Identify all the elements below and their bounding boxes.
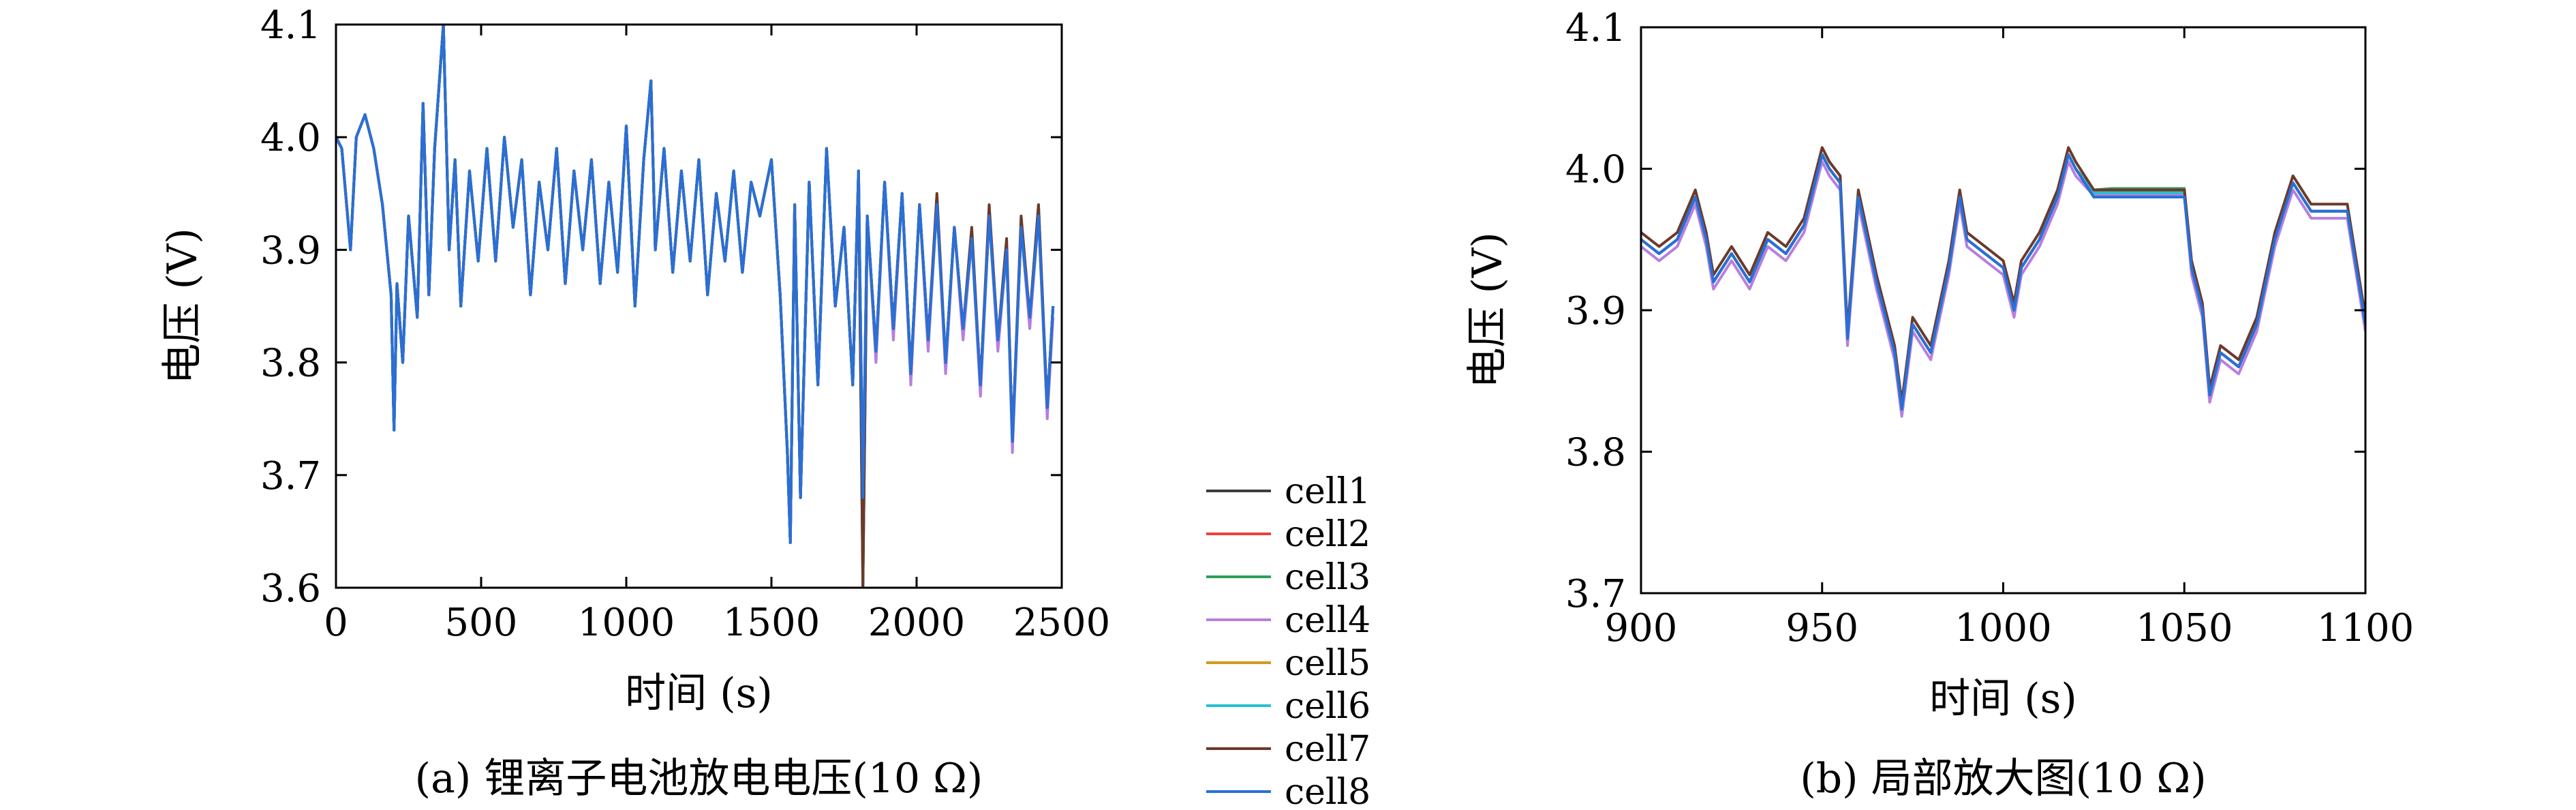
- y-tick-label: 4.0: [260, 116, 321, 160]
- y-tick-label: 4.0: [1565, 148, 1626, 192]
- x-tick-label: 2500: [1013, 601, 1111, 645]
- series-line-cell4: [336, 25, 1055, 544]
- legend-label-cell5: cell5: [1285, 643, 1370, 684]
- y-tick-label: 3.7: [1565, 572, 1626, 616]
- series-line-cell2: [336, 25, 1055, 544]
- x-tick-label: 0: [324, 601, 348, 645]
- figure-caption: (a) 锂离子电池放电电压(10 Ω): [415, 755, 983, 802]
- axes-frame: [335, 23, 1063, 589]
- series-line-cell7: [1641, 146, 2365, 404]
- x-tick-label: 1100: [2317, 606, 2414, 650]
- x-tick-label: 1000: [1954, 606, 2052, 650]
- x-tick-label: 950: [1785, 606, 1858, 650]
- x-tick-label: 1500: [723, 601, 821, 645]
- legend-label-cell6: cell6: [1285, 686, 1370, 727]
- legend-label-cell2: cell2: [1285, 514, 1370, 555]
- figure-caption: (b) 局部放大图(10 Ω): [1800, 755, 2206, 802]
- x-tick-label: 900: [1605, 606, 1678, 650]
- y-tick-label: 3.8: [260, 342, 321, 386]
- series-line-cell5: [336, 25, 1055, 544]
- x-tick-label: 1000: [578, 601, 675, 645]
- y-tick-label: 3.9: [1565, 289, 1626, 333]
- series-line-cell8: [336, 25, 1055, 544]
- legend-label-cell3: cell3: [1285, 557, 1370, 598]
- x-axis-label: 时间 (s): [1929, 675, 2077, 723]
- y-tick-label: 4.1: [260, 3, 321, 48]
- legend-label-cell8: cell8: [1285, 772, 1370, 810]
- legend-label-cell1: cell1: [1285, 471, 1370, 512]
- x-tick-label: 500: [445, 601, 518, 645]
- series-line-cell4: [1641, 160, 2365, 418]
- series-line-cell1: [336, 25, 1055, 588]
- chart-panel-b: 900 950 1000 1050 1100 3.7 3.8 3.9 4.0 4.1 时间 (s) 电…: [1464, 6, 2414, 802]
- series-line-cell8: [1641, 153, 2365, 411]
- y-tick-label: 3.7: [260, 454, 321, 498]
- series-line-cell6: [336, 25, 1055, 544]
- x-tick-label: 1050: [2136, 606, 2233, 650]
- legend-label-cell7: cell7: [1285, 729, 1370, 770]
- series-line-cell7: [336, 25, 1055, 588]
- x-axis-label: 时间 (s): [625, 670, 773, 717]
- y-tick-label: 3.6: [260, 567, 321, 611]
- chart-panel-a: 0 500 1000 1500 2000 2500 3.6 3.7 3.8 3.9 4.0 4.1 时间…: [159, 3, 1110, 802]
- series-group: [1641, 146, 2365, 418]
- series-line-cell3: [336, 25, 1055, 544]
- x-tick-label: 2000: [868, 601, 966, 645]
- y-axis-label: 电压 (V): [1464, 232, 1512, 388]
- y-tick-label: 4.1: [1565, 6, 1626, 50]
- y-tick-label: 3.9: [260, 228, 321, 273]
- y-axis-label: 电压 (V): [159, 228, 206, 384]
- axes-frame: [1640, 26, 2367, 595]
- y-tick-label: 3.8: [1565, 431, 1626, 475]
- legend-label-cell4: cell4: [1285, 600, 1370, 641]
- series-group: [336, 25, 1055, 588]
